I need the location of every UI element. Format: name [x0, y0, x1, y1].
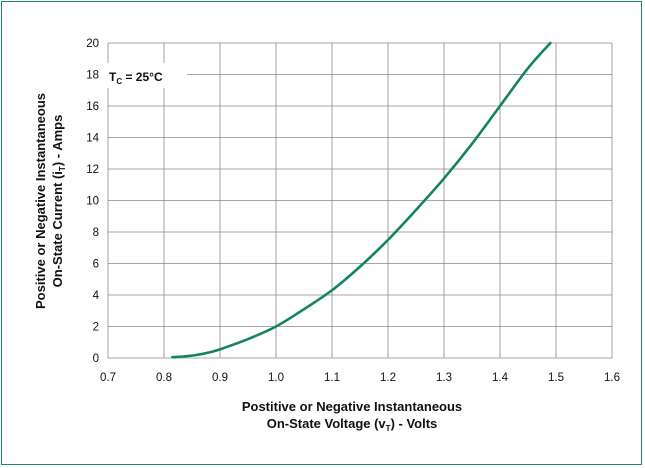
x-tick-label: 1.3 [436, 372, 452, 384]
grid [107, 42, 613, 359]
y-axis-title-line2: On-State Current (iT) - Amps [50, 115, 67, 288]
x-tick-label: 1.1 [324, 372, 340, 384]
y-tick-label: 2 [93, 322, 99, 334]
x-tick-label: 0.7 [100, 372, 116, 384]
x-axis-title-line1: Postitive or Negative Instantaneous [242, 399, 462, 414]
temperature-annotation: TC = 25°C [109, 70, 163, 86]
x-tick-label: 0.9 [212, 372, 228, 384]
y-tick-label: 20 [86, 38, 99, 50]
series-lines [171, 41, 552, 359]
x-tick-labels: 0.7 0.8 0.9 1.0 1.1 1.2 1.3 1.4 1.5 1.6 [100, 372, 620, 384]
x-tick-label: 1.2 [380, 372, 396, 384]
x-tick-label: 1.5 [548, 372, 564, 384]
x-tick-label: 1.6 [604, 372, 620, 384]
y-axis-title-line1: Positive or Negative Instantaneous [33, 93, 48, 309]
y-tick-labels: 0 2 4 6 8 10 12 14 16 18 20 [86, 38, 99, 365]
y-tick-label: 14 [86, 133, 99, 145]
annotation-box [104, 63, 187, 88]
y-tick-label: 16 [86, 101, 99, 113]
y-tick-label: 4 [93, 290, 100, 302]
y-tick-label: 0 [93, 353, 99, 365]
x-tick-label: 1.0 [268, 372, 284, 384]
series-line [171, 41, 552, 359]
x-tick-label: 0.8 [156, 372, 172, 384]
y-tick-label: 10 [86, 196, 99, 208]
y-tick-label: 18 [86, 70, 99, 82]
x-axis-title-line2: On-State Voltage (vT) - Volts [267, 416, 438, 433]
y-tick-label: 6 [93, 259, 99, 271]
x-tick-label: 1.4 [492, 372, 509, 384]
y-tick-label: 12 [86, 164, 99, 176]
y-tick-label: 8 [93, 227, 99, 239]
